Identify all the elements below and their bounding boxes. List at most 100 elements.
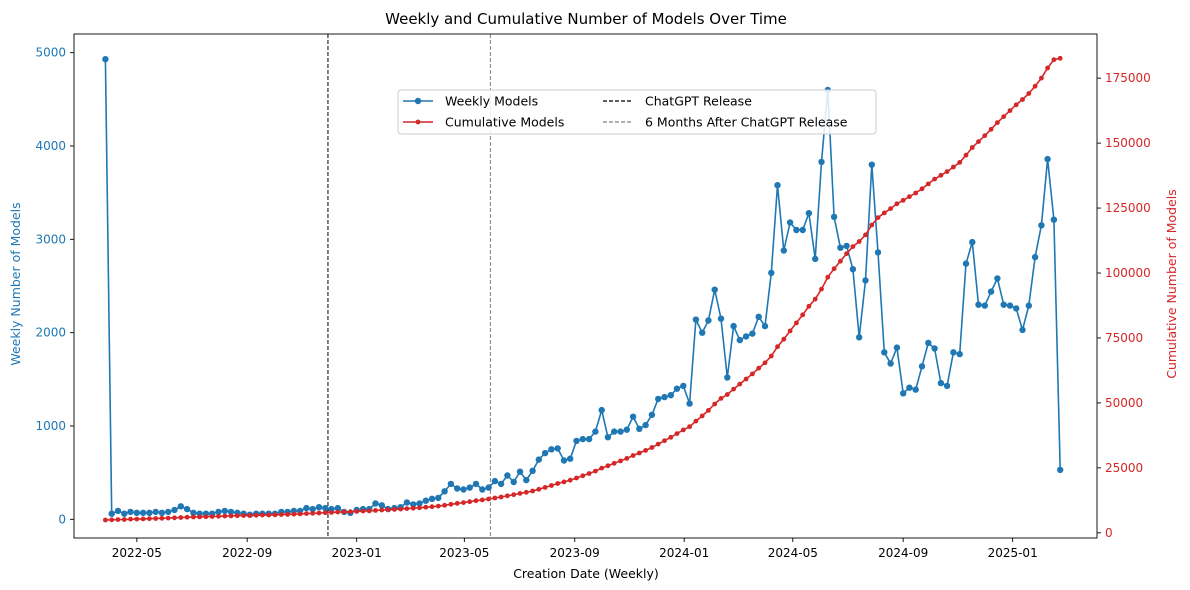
weekly-point [567,455,574,462]
cumulative-point [662,438,667,444]
cumulative-point [630,453,636,458]
legend: Weekly Models Cumulative Models ChatGPT Re… [397,89,877,135]
weekly-point [604,434,612,441]
weekly-point [523,476,530,484]
x-tick-label: 2023-01 [332,546,382,560]
weekly-point [742,333,750,340]
cumulative-point [542,485,548,490]
y-left-axis: 0 1000 2000 3000 4000 5000 [35,46,74,526]
cumulative-point [1039,75,1044,81]
weekly-point [673,385,681,392]
cumulative-point [919,186,925,192]
weekly-point [692,316,700,323]
cumulative-point [567,477,573,483]
cumulative-point [618,458,623,464]
weekly-point [736,336,743,344]
cumulative-point [976,139,981,145]
cumulative-point [724,392,730,397]
weekly-point [102,56,109,63]
weekly-point [1006,302,1014,309]
cumulative-point [348,509,353,515]
cumulative-point [737,381,743,387]
cumulative-point [385,507,391,513]
cumulative-point [743,376,749,382]
weekly-point [227,508,235,516]
cumulative-point [379,507,385,513]
weekly-point [403,499,411,506]
weekly-point [165,508,172,516]
x-axis: 2022-05 2022-09 2023-01 2023-05 2023-09 2024-… [112,538,1038,560]
cumulative-point [461,500,466,505]
weekly-point [667,392,674,399]
cumulative-point [599,465,605,471]
cumulative-point [881,210,887,216]
cumulative-point [957,160,963,165]
cumulative-point [750,371,755,377]
weekly-point [485,484,492,491]
weekly-point [215,508,222,516]
legend-weekly-marker [414,97,422,105]
cumulative-point [624,456,630,461]
legend-six-months-label: 6 Months After ChatGPT Release [645,115,848,130]
cumulative-point [253,512,259,518]
cumulative-point [272,512,278,518]
cumulative-point [241,513,247,518]
weekly-point [730,322,737,330]
cumulative-point [951,164,956,170]
cumulative-point [1013,102,1019,108]
cumulative-point [310,510,316,516]
weekly-point [761,322,769,330]
weekly-point [975,301,982,308]
cumulative-point [838,258,843,264]
weekly-point [435,494,442,502]
cumulative-point [888,206,893,212]
cumulative-point [680,427,686,433]
cumulative-point [756,365,762,371]
weekly-point [912,386,919,393]
legend-cumulative-label: Cumulative Models [445,115,564,130]
weekly-point [139,509,147,516]
cumulative-point [1045,65,1050,71]
weekly-point [472,480,480,488]
weekly-point [849,266,857,273]
weekly-point [454,485,461,492]
y-right-tick-label: 75000 [1105,331,1143,345]
cumulative-point [260,512,265,518]
y-right-tick-label: 50000 [1105,396,1143,410]
cumulative-point [938,172,944,178]
weekly-point [171,506,178,514]
weekly-point [560,457,568,464]
cumulative-point [907,194,912,200]
cumulative-point [969,145,975,150]
weekly-point [768,269,775,277]
weekly-point [868,161,875,168]
cumulative-point [831,266,837,272]
weekly-point [812,255,819,263]
weekly-point [962,260,970,267]
weekly-point [497,480,505,488]
weekly-point [830,213,838,221]
cumulative-point [322,510,328,516]
cumulative-point [304,511,309,516]
weekly-point [661,393,668,401]
weekly-point [410,501,417,508]
weekly-point [774,182,781,189]
weekly-point [334,504,341,512]
cumulative-point [373,508,378,513]
chart-title: Weekly and Cumulative Number of Models O… [385,10,787,28]
weekly-point [303,504,310,512]
cumulative-point [222,513,228,519]
weekly-point [315,504,323,511]
cumulative-point [454,501,460,506]
cumulative-point [410,505,416,511]
weekly-point [956,350,963,358]
weekly-point [441,488,448,495]
x-tick-label: 2023-05 [439,546,489,560]
weekly-point [592,428,599,435]
cumulative-point [586,471,592,476]
cumulative-point [417,505,422,511]
weekly-point [573,437,580,445]
cumulative-point [442,502,447,508]
weekly-point [793,226,800,234]
legend-cumulative-marker [415,119,421,125]
